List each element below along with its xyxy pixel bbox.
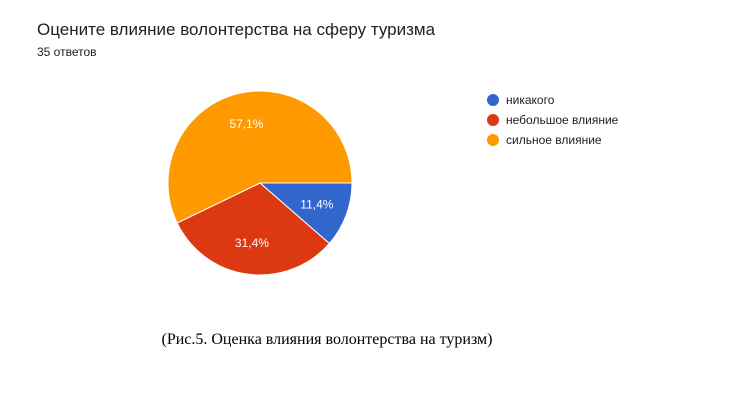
legend-label: небольшое влияние [506,113,619,127]
legend-item[interactable]: никакого [487,90,618,110]
chart-title: Оцените влияние волонтерства на сферу ту… [37,20,436,39]
slice-label: 11,4% [300,197,333,211]
legend-swatch [487,134,499,146]
chart-legend: никакого небольшое влияние сильное влиян… [487,90,618,150]
figure-caption: (Рис.5. Оценка влияния волонтерства на т… [161,331,493,348]
slice-label: 57,1% [229,117,263,131]
slice-strong-impact[interactable] [167,90,353,224]
legend-item[interactable]: сильное влияние [487,130,618,150]
legend-label: сильное влияние [506,133,602,147]
response-count: 35 ответов [37,45,97,59]
slice-label: 31,4% [235,236,269,250]
slice-none[interactable] [258,182,353,245]
legend-label: никакого [506,93,555,107]
legend-swatch [487,94,499,106]
slice-small-impact[interactable] [176,182,331,276]
legend-item[interactable]: небольшое влияние [487,110,618,130]
legend-swatch [487,114,499,126]
